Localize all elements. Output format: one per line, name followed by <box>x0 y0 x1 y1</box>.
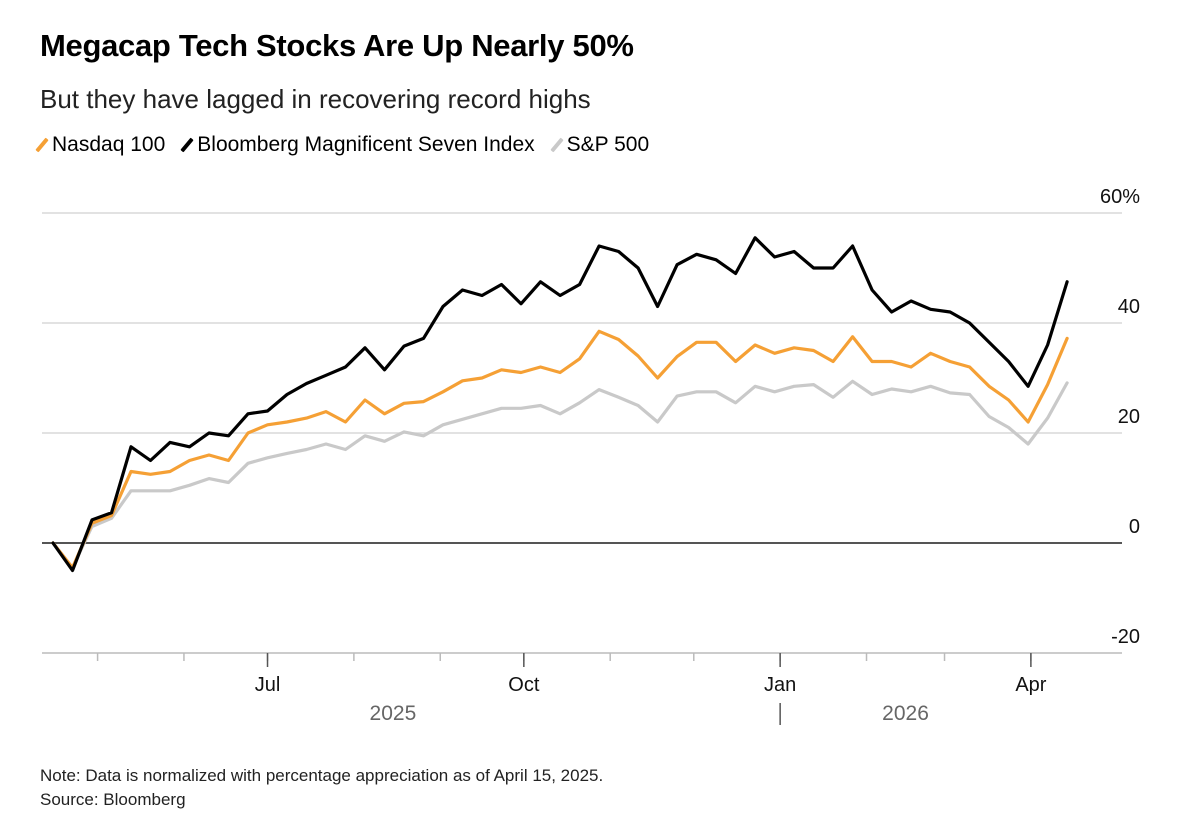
legend-item-nasdaq: Nasdaq 100 <box>35 133 166 157</box>
legend: Nasdaq 100 Bloomberg Magnificent Seven I… <box>35 133 650 157</box>
chart-subtitle: But they have lagged in recovering recor… <box>40 84 591 114</box>
legend-item-mag7: Bloomberg Magnificent Seven Index <box>180 133 535 157</box>
y-tick-label: 0 <box>1129 516 1140 538</box>
legend-label: Bloomberg Magnificent Seven Index <box>197 133 535 156</box>
x-tick-label: Oct <box>508 674 540 696</box>
legend-item-sp500: S&P 500 <box>549 133 650 157</box>
legend-label: S&P 500 <box>566 133 650 156</box>
y-tick-label: 60% <box>1100 186 1140 208</box>
x-tick-label: Apr <box>1015 674 1046 696</box>
y-tick-label: 20 <box>1118 406 1140 428</box>
year-label: 2026 <box>882 702 929 725</box>
series-line-s-p-500 <box>51 379 1069 570</box>
series-line-nasdaq-100 <box>51 329 1069 570</box>
source-note: Source: Bloomberg <box>40 790 186 809</box>
year-label: 2025 <box>370 702 417 725</box>
y-tick-label: -20 <box>1111 626 1140 648</box>
series-line-bloomberg-magnificent-seven-index <box>51 236 1069 573</box>
chart-title: Megacap Tech Stocks Are Up Nearly 50% <box>40 28 634 63</box>
x-tick-label: Jan <box>764 674 796 696</box>
legend-label: Nasdaq 100 <box>52 133 166 156</box>
x-tick-label: Jul <box>255 674 281 696</box>
y-tick-label: 40 <box>1118 296 1140 318</box>
footnote: Note: Data is normalized with percentage… <box>40 766 604 785</box>
